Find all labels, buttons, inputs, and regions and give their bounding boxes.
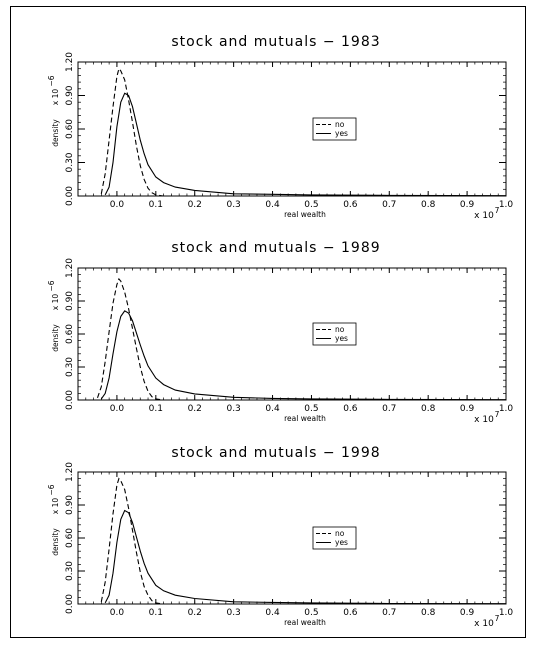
y-multiplier: x 10	[51, 89, 60, 106]
y-tick-label: 0.90	[65, 291, 75, 311]
y-axis-label-group: density x 10 −6	[47, 484, 60, 556]
y-tick-label: 0.00	[65, 390, 75, 410]
x-tick-label: 0.2	[188, 200, 202, 210]
legend-box	[312, 117, 357, 141]
y-axis-label: density	[51, 528, 60, 556]
chart-title: stock and mutuals − 1983	[171, 34, 380, 50]
x-tick-label: 0.6	[343, 608, 358, 618]
y-axis-label-group: density x 10 −6	[47, 75, 60, 147]
legend-label-yes: yes	[335, 129, 348, 138]
y-tick-label: 0.90	[65, 495, 75, 515]
x-tick-label: 1.0	[499, 200, 514, 210]
series-line-no	[100, 477, 164, 605]
x-tick-label: 0.1	[149, 200, 163, 210]
chart-title: stock and mutuals − 1989	[171, 240, 380, 256]
x-tick-label: 1.0	[499, 608, 514, 618]
x-tick-label: 0.0	[110, 404, 125, 414]
y-axis-label: density	[51, 119, 60, 147]
x-tick-label: 0.3	[226, 404, 240, 414]
x-tick-label: 1.0	[499, 404, 514, 414]
y-tick-label: 0.00	[65, 186, 75, 206]
x-tick-label: 0.2	[188, 404, 202, 414]
x-tick-label: 0.3	[226, 608, 240, 618]
figure-frame	[10, 6, 526, 638]
y-exponent: −6	[47, 280, 56, 291]
x-tick-label: 0.8	[421, 608, 436, 618]
x-tick-label: 0.1	[149, 404, 163, 414]
series-line-no	[100, 67, 164, 197]
legend-label-yes: yes	[335, 334, 348, 343]
y-tick-label: 0.00	[65, 594, 75, 614]
y-exponent: −6	[47, 75, 56, 86]
x-tick-label: 0.5	[304, 200, 318, 210]
y-tick-label: 0.30	[65, 357, 75, 377]
x-tick-label: 0.1	[149, 608, 163, 618]
chart-panel-3: stock and mutuals − 1998 0.0 0.1 0.2 0.3 0.4 0…	[47, 445, 513, 629]
x-multiplier: x 10	[474, 415, 494, 425]
x-tick-label: 0.5	[304, 404, 318, 414]
series-line-yes	[104, 92, 507, 197]
plot-area	[77, 61, 507, 197]
x-tick-label: 0.7	[382, 200, 396, 210]
x-tick-label: 0.8	[421, 404, 436, 414]
plot-area	[77, 267, 507, 401]
legend-label-no: no	[335, 120, 345, 129]
y-axis-label-group: density x 10 −6	[47, 280, 60, 352]
x-axis-label: real wealth	[284, 618, 326, 627]
x-tick-label: 0.2	[188, 608, 202, 618]
y-multiplier: x 10	[51, 498, 60, 515]
x-tick-label: 0.3	[226, 200, 240, 210]
series-line-yes	[104, 509, 507, 605]
chart-title: stock and mutuals − 1998	[171, 445, 380, 461]
y-exponent: −6	[47, 484, 56, 495]
y-tick-label: 1.20	[65, 462, 75, 482]
legend-label-no: no	[335, 529, 345, 538]
y-tick-label: 0.90	[65, 85, 75, 105]
x-tick-label: 0.7	[382, 404, 396, 414]
x-tick-label: 0.6	[343, 200, 358, 210]
series-line-no	[96, 277, 164, 401]
y-tick-label: 1.20	[65, 52, 75, 72]
x-tick-label: 0.7	[382, 608, 396, 618]
x-multiplier: x 10	[474, 211, 494, 221]
x-tick-label: 0.0	[110, 608, 125, 618]
x-exponent: 7	[495, 206, 500, 215]
y-tick-label: 0.60	[65, 528, 75, 548]
x-multiplier: x 10	[474, 619, 494, 629]
x-axis-label: real wealth	[284, 210, 326, 219]
x-tick-label: 0.4	[265, 200, 280, 210]
x-tick-label: 0.9	[460, 404, 475, 414]
x-tick-label: 0.9	[460, 608, 475, 618]
x-tick-label: 0.6	[343, 404, 358, 414]
legend-label-yes: yes	[335, 538, 348, 547]
y-axis-label: density	[51, 324, 60, 352]
x-tick-label: 0.5	[304, 608, 318, 618]
legend-box	[312, 526, 357, 550]
legend-label-no: no	[335, 325, 345, 334]
series-line-yes	[100, 310, 507, 401]
x-tick-label: 0.4	[265, 404, 280, 414]
x-tick-label: 0.0	[110, 200, 125, 210]
legend-box	[312, 322, 357, 346]
y-tick-label: 0.30	[65, 561, 75, 581]
x-axis-label: real wealth	[284, 414, 326, 423]
x-exponent: 7	[495, 410, 500, 419]
chart-panel-1: stock and mutuals − 1983 0.0 0.1 0.2 0.3 0.4 0…	[47, 34, 513, 221]
y-multiplier: x 10	[51, 294, 60, 311]
chart-panel-2: stock and mutuals − 1989 0.0 0.1 0.2 0.3 0.4 0…	[47, 240, 513, 425]
x-tick-label: 0.9	[460, 200, 475, 210]
y-tick-label: 0.60	[65, 119, 75, 139]
x-exponent: 7	[495, 614, 500, 623]
y-tick-label: 0.60	[65, 324, 75, 344]
x-tick-label: 0.8	[421, 200, 436, 210]
x-tick-label: 0.4	[265, 608, 280, 618]
y-tick-label: 0.30	[65, 152, 75, 172]
y-tick-label: 1.20	[65, 258, 75, 278]
plot-area	[77, 471, 507, 605]
